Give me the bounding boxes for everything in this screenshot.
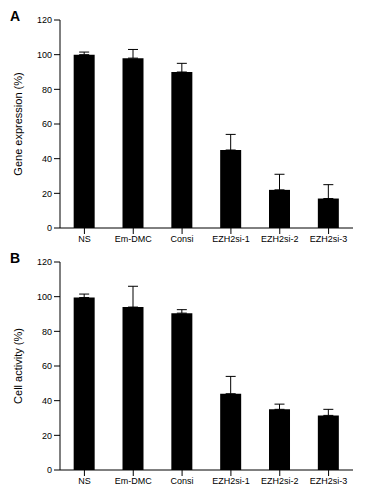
svg-text:Em-DMC: Em-DMC bbox=[115, 234, 152, 244]
svg-text:EZH2si-3: EZH2si-3 bbox=[310, 476, 348, 486]
svg-text:80: 80 bbox=[42, 327, 52, 337]
svg-text:Cell activity (%): Cell activity (%) bbox=[12, 328, 24, 404]
html-text:A: A bbox=[10, 8, 21, 24]
svg-text:120: 120 bbox=[37, 15, 52, 25]
svg-text:0: 0 bbox=[47, 223, 52, 233]
svg-text:EZH2si-2: EZH2si-2 bbox=[261, 476, 299, 486]
svg-text:Consi: Consi bbox=[171, 476, 194, 486]
svg-text:0: 0 bbox=[47, 465, 52, 475]
svg-text:EZH2si-1: EZH2si-1 bbox=[212, 476, 250, 486]
svg-text:Consi: Consi bbox=[171, 234, 194, 244]
svg-text:Em-DMC: Em-DMC bbox=[115, 476, 152, 486]
html-text:B: B bbox=[10, 250, 21, 266]
svg-text:EZH2si-2: EZH2si-2 bbox=[261, 234, 299, 244]
svg-text:40: 40 bbox=[42, 396, 52, 406]
svg-text:20: 20 bbox=[42, 189, 52, 199]
svg-text:80: 80 bbox=[42, 85, 52, 95]
svg-text:EZH2si-3: EZH2si-3 bbox=[310, 234, 348, 244]
svg-text:NS: NS bbox=[78, 234, 91, 244]
svg-text:40: 40 bbox=[42, 154, 52, 164]
svg-text:Gene expression (%): Gene expression (%) bbox=[12, 72, 24, 175]
svg-text:100: 100 bbox=[37, 292, 52, 302]
svg-text:100: 100 bbox=[37, 50, 52, 60]
svg-text:NS: NS bbox=[78, 476, 91, 486]
svg-text:20: 20 bbox=[42, 431, 52, 441]
svg-text:120: 120 bbox=[37, 257, 52, 267]
svg-text:60: 60 bbox=[42, 361, 52, 371]
svg-text:60: 60 bbox=[42, 119, 52, 129]
svg-text:EZH2si-1: EZH2si-1 bbox=[212, 234, 250, 244]
